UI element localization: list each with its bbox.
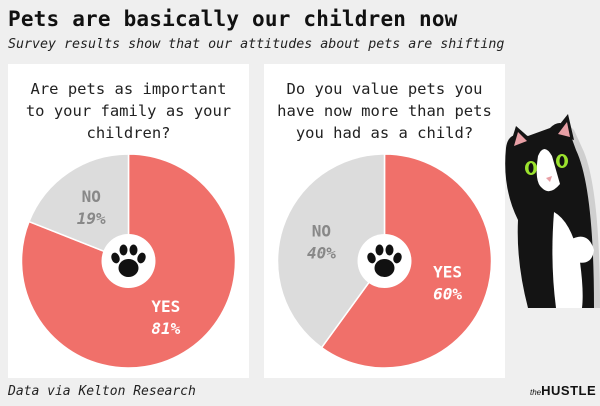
chart-1-question: Are pets as important to your family as … xyxy=(8,78,249,144)
pie-slice-no xyxy=(28,153,130,263)
slice-value-label: 19% xyxy=(77,209,106,228)
chart-panel-2: Do you value pets you have now more than… xyxy=(264,64,505,378)
slice-value-label: 40% xyxy=(307,243,336,262)
paw-icon xyxy=(111,244,146,277)
pie-slice-no xyxy=(276,153,386,349)
chart-2-question-line: Do you value pets you xyxy=(286,80,483,98)
paw-icon xyxy=(367,244,402,277)
slice-value-label: 81% xyxy=(151,319,180,338)
cat-illustration xyxy=(505,114,600,308)
brand-logo-prefix: the xyxy=(530,388,542,397)
slice-name-label: YES xyxy=(433,263,462,282)
page-subtitle: Survey results show that our attitudes a… xyxy=(8,37,505,52)
chart-1-question-line: to your family as your xyxy=(25,102,232,120)
chart-1-pie: YES 81% NO 19% xyxy=(20,153,237,369)
slice-name-label: YES xyxy=(151,297,180,316)
slice-name-label: NO xyxy=(312,221,331,240)
slice-name-label: NO xyxy=(82,187,101,206)
page-title: Pets are basically our children now xyxy=(8,7,458,31)
chart-1-question-line: Are pets as important xyxy=(30,80,227,98)
source-note: Data via Kelton Research xyxy=(8,384,196,399)
chart-2-question: Do you value pets you have now more than… xyxy=(264,78,505,144)
chart-2-question-line: you had as a child? xyxy=(295,124,474,142)
slice-value-label: 60% xyxy=(433,285,462,304)
chart-panel-1: Are pets as important to your family as … xyxy=(8,64,249,378)
brand-logo-name: HUSTLE xyxy=(541,383,597,398)
brand-logo: theHUSTLE xyxy=(530,382,596,400)
chart-1-question-line: children? xyxy=(86,124,171,142)
chart-2-question-line: have now more than pets xyxy=(277,102,492,120)
chart-2-pie: YES 60% NO 40% xyxy=(276,153,493,369)
